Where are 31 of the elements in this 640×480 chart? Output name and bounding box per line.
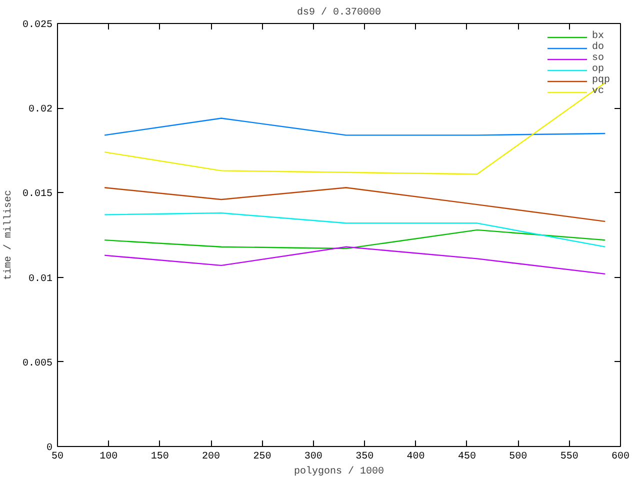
chart-title: ds9 / 0.370000	[296, 6, 382, 18]
line-series	[104, 212, 606, 248]
y-tick-label: 0	[46, 443, 53, 454]
y-tick-label: 0.025	[22, 20, 53, 31]
x-tick-label: 300	[304, 452, 322, 462]
x-tick-label: 500	[509, 452, 528, 462]
x-tick-label: 150	[150, 452, 169, 462]
legend-label: op	[592, 64, 606, 75]
legend-label: bx	[592, 31, 606, 42]
line-series	[104, 187, 606, 222]
y-tick-label: 0.015	[22, 189, 53, 200]
y-tick-label: 0.005	[22, 358, 53, 370]
x-axis-title: polygons / 1000	[294, 466, 384, 478]
y-tick-label: 0.02	[28, 104, 53, 116]
x-tick-label: 50	[52, 452, 64, 462]
legend-label: vc	[592, 86, 606, 97]
y-axis-title: time / millisec	[2, 190, 14, 280]
legend-label: so	[592, 53, 606, 64]
x-tick-label: 400	[406, 452, 425, 462]
x-tick-label: 600	[612, 452, 630, 462]
legend-label: pqp	[592, 75, 612, 86]
line-series	[104, 229, 606, 250]
x-tick-label: 100	[100, 452, 118, 462]
line-series	[104, 246, 606, 275]
x-tick-label: 450	[458, 452, 476, 462]
x-tick-label: 200	[202, 452, 220, 462]
legend-label: do	[592, 42, 606, 53]
x-tick-label: 550	[560, 452, 578, 462]
x-tick-label: 250	[253, 452, 272, 462]
y-tick-label: 0.01	[28, 274, 53, 285]
x-tick-label: 350	[356, 452, 374, 462]
